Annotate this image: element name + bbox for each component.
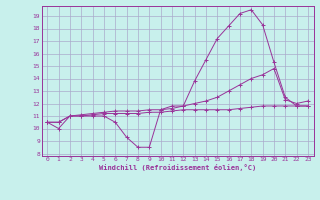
X-axis label: Windchill (Refroidissement éolien,°C): Windchill (Refroidissement éolien,°C) bbox=[99, 164, 256, 171]
